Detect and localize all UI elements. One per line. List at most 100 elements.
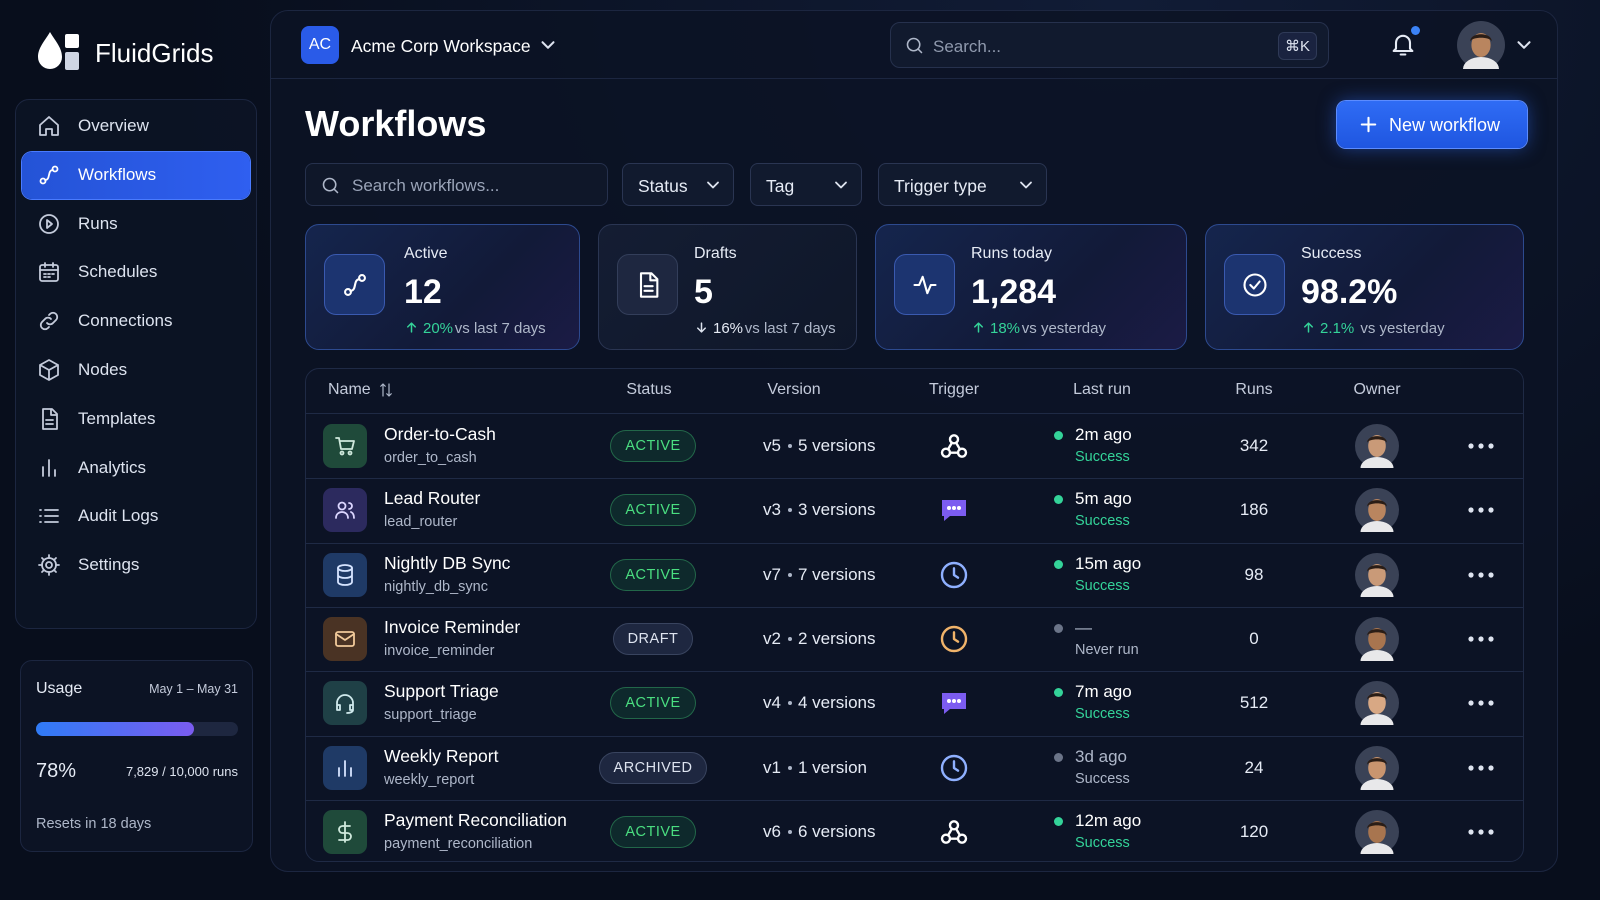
stat-trend-icon: [971, 320, 986, 335]
stat-icon: [617, 254, 678, 315]
nav-item[interactable]: Templates: [22, 396, 250, 443]
icon-part: [380, 383, 392, 397]
workflow-id: order_to_cash: [384, 450, 477, 466]
usage-title: Usage: [36, 680, 83, 697]
icon-part: [1360, 521, 1394, 533]
run-result: Success: [1075, 449, 1130, 465]
last-run: 12m ago: [1075, 810, 1142, 830]
user-avatar[interactable]: [1457, 21, 1505, 69]
icon-part: [1457, 21, 1505, 69]
table-row[interactable]: [306, 542, 1523, 607]
icon-part: [51, 165, 59, 173]
icon-part: [1355, 681, 1399, 726]
nav-icon: [37, 260, 61, 284]
usage-percent: 78%: [36, 760, 77, 782]
nav-icon: [37, 407, 61, 431]
run-status-dot: [1054, 431, 1063, 440]
icon-part: [942, 693, 966, 715]
workflow-name: Weekly Report: [384, 745, 499, 766]
user-menu-chevron[interactable]: [1513, 34, 1535, 56]
row-menu[interactable]: [1467, 758, 1495, 778]
filter-dropdown[interactable]: Status: [622, 163, 734, 206]
icon-part: [1468, 636, 1474, 642]
table-row[interactable]: [306, 735, 1523, 800]
version: v5: [763, 436, 781, 455]
nav-item[interactable]: Schedules: [22, 249, 250, 296]
workflow-name: Invoice Reminder: [384, 616, 521, 637]
status-badge: ACTIVE: [593, 430, 713, 462]
workspace-badge: AC: [301, 26, 339, 64]
nav-icon: [37, 504, 61, 528]
row-menu[interactable]: [1467, 629, 1495, 649]
icon-part: [1020, 181, 1032, 189]
nav-item[interactable]: Nodes: [22, 347, 250, 394]
stat-note: vs last 7 days: [744, 320, 836, 337]
column-header: Name: [328, 381, 371, 398]
filter-label: Trigger type: [894, 176, 987, 196]
nav-item[interactable]: Overview: [22, 103, 250, 150]
row-menu[interactable]: [1467, 565, 1495, 585]
icon-part: [1478, 636, 1484, 642]
icon-part: [1355, 488, 1399, 533]
nav-label: Schedules: [78, 262, 158, 282]
icon-part: [335, 630, 355, 647]
table-row[interactable]: [306, 799, 1523, 864]
icon-part: [1249, 280, 1261, 290]
nav-item[interactable]: Analytics: [22, 445, 250, 492]
workflow-id: weekly_report: [384, 771, 475, 788]
icon-part: [948, 434, 960, 445]
icon-part: [407, 322, 416, 333]
icon-part: [1488, 636, 1494, 642]
icon-part: [1468, 443, 1474, 449]
row-menu[interactable]: [1467, 822, 1495, 842]
workspace-switcher[interactable]: AC Acme Corp Workspace: [301, 26, 561, 64]
table-row[interactable]: [306, 606, 1523, 671]
row-menu[interactable]: [1467, 436, 1495, 456]
row-menu[interactable]: [1467, 693, 1495, 713]
sort-icon[interactable]: [377, 381, 395, 399]
trigger-icon: [938, 752, 970, 784]
icon-part: [1367, 436, 1387, 443]
run-count: 98: [1244, 564, 1264, 584]
status-label: ACTIVE: [610, 815, 696, 848]
table-row[interactable]: [306, 478, 1523, 542]
nav-item[interactable]: Settings: [22, 542, 250, 589]
icon-part: [39, 213, 59, 234]
filter-dropdown[interactable]: Trigger type: [878, 163, 1047, 206]
workflow-search[interactable]: Search workflows...: [305, 163, 608, 206]
icon-part: [338, 759, 352, 777]
icon-part: [380, 383, 392, 397]
owner-avatar: [1355, 424, 1399, 468]
icon-part: [335, 501, 355, 520]
icon-part: [1468, 636, 1494, 642]
icon-part: [707, 181, 719, 189]
run-count: 120: [1239, 821, 1269, 841]
icon-part: [42, 407, 58, 430]
icon-part: [1488, 507, 1494, 513]
notifications[interactable]: [1389, 30, 1417, 58]
version-separator: [788, 765, 792, 770]
run-count: 0: [1249, 628, 1259, 648]
workflow-icon: [323, 488, 367, 533]
run-result: Success: [1075, 770, 1130, 787]
run-result: Success: [1075, 577, 1130, 594]
row-menu[interactable]: [1467, 500, 1495, 520]
status-label: ACTIVE: [610, 687, 696, 720]
global-search[interactable]: Search... ⌘K: [890, 22, 1329, 68]
nav-item[interactable]: Workflows: [22, 151, 250, 199]
nav-item[interactable]: Audit Logs: [22, 493, 250, 540]
filter-dropdown[interactable]: Tag: [750, 163, 862, 206]
table-row[interactable]: [306, 671, 1523, 735]
workflow-icon: [323, 552, 367, 597]
workflow-table: [305, 368, 1524, 862]
icon-part: [1392, 34, 1414, 56]
filter-label: Tag: [766, 176, 795, 196]
stat-card: Success 98.2% 2.1% vs yesterday: [1205, 224, 1524, 350]
version: v6: [763, 821, 781, 841]
icon-part: [835, 181, 847, 189]
stat-trend-icon: [1301, 320, 1316, 335]
nav-label: Runs: [78, 213, 118, 233]
new-workflow-button[interactable]: New workflow: [1337, 101, 1527, 148]
nav-item[interactable]: Connections: [22, 298, 250, 345]
nav-item[interactable]: Runs: [22, 201, 250, 248]
